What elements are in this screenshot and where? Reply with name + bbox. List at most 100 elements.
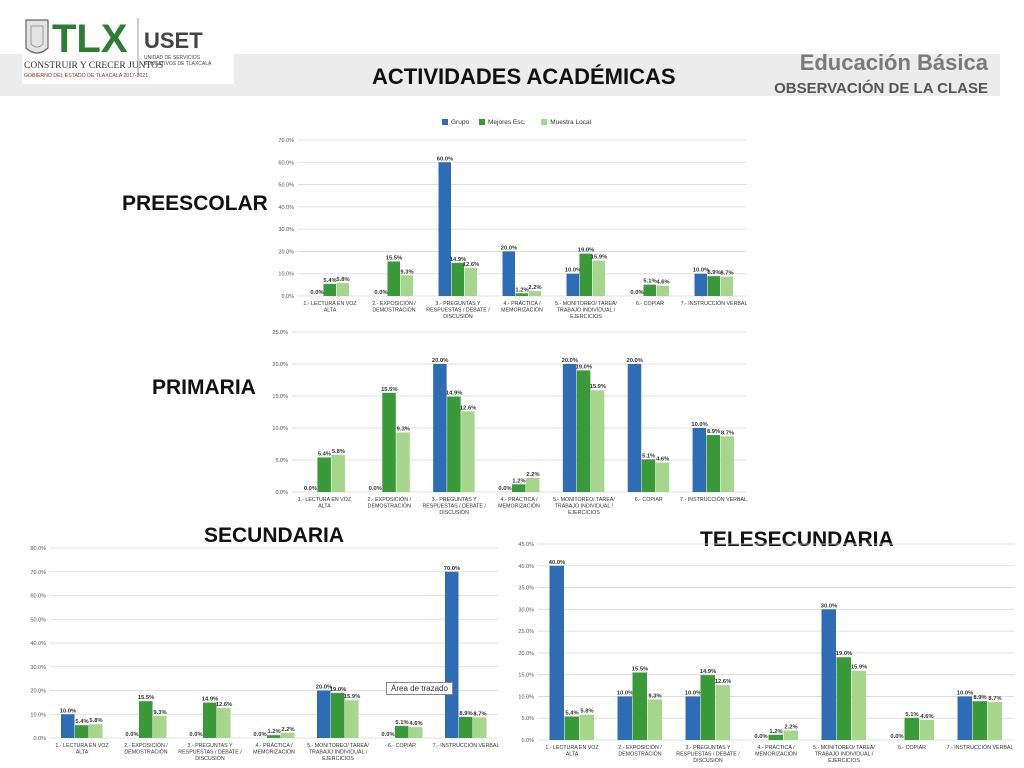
header-subtitle: OBSERVACIÓN DE LA CLASE — [774, 80, 988, 97]
data-label: 5.8% — [332, 449, 345, 455]
x-tick-label: EJERCICIOS — [568, 510, 600, 516]
bar-grupo — [627, 364, 642, 492]
y-tick-label: 10.0% — [30, 712, 46, 718]
section-label-secundaria: SECUNDARIA — [204, 524, 345, 547]
data-label: 10.0% — [617, 690, 633, 696]
y-tick-label: 25.0% — [272, 330, 288, 336]
data-label: 15.9% — [851, 665, 867, 671]
bar-muestra-local — [217, 708, 231, 738]
data-label: 15.9% — [344, 694, 360, 700]
bar-muestra-local — [715, 685, 730, 740]
x-tick-label: 3.- PREGUNTAS Y — [435, 301, 481, 307]
bar-mejores-esc- — [707, 276, 720, 296]
y-tick-label: 10.0% — [272, 426, 288, 432]
bar-muestra-local — [919, 719, 934, 740]
y-tick-label: 50.0% — [278, 183, 294, 189]
x-tick-label: 2.- EXPOSICIÓN / — [618, 744, 662, 751]
x-tick-label: 2.- EXPOSICIÓN / — [368, 496, 412, 503]
bar-grupo — [502, 251, 515, 296]
data-label: 40.0% — [549, 560, 565, 566]
bar-mejores-esc- — [579, 253, 592, 296]
data-label: 5.1% — [642, 453, 655, 459]
data-label: 2.2% — [528, 285, 541, 291]
x-tick-label: DEMOSTRACIÓN — [618, 751, 661, 758]
bar-mejores-esc- — [706, 435, 721, 492]
chart-primaria: 0.0% 5.0% 10.0% 15.0% 20.0% 25.0% 0.0% 0.0% 20.0… — [272, 330, 747, 516]
bar-grupo — [549, 565, 564, 740]
logo-text: TLX — [52, 17, 128, 61]
x-tick-label: 7.- INSTRUCCIÓN VERBAL — [947, 744, 1014, 751]
data-label: 12.6% — [715, 679, 731, 685]
y-tick-label: 40.0% — [278, 205, 294, 211]
data-label: 20.0% — [432, 358, 448, 364]
data-label: 70.0% — [444, 566, 460, 572]
data-label: 2.2% — [281, 727, 294, 733]
data-label: 19.0% — [836, 651, 852, 657]
bar-muestra-local — [720, 436, 735, 492]
x-tick-label: MEMORIZACIÓN — [253, 749, 295, 756]
bar-mejores-esc- — [317, 457, 331, 492]
data-label: 15.9% — [591, 255, 607, 261]
data-label: 8.9% — [707, 429, 720, 435]
data-label: 20.0% — [316, 685, 332, 691]
y-tick-label: 0.0% — [33, 736, 46, 742]
bar-mejores-esc- — [395, 725, 409, 738]
x-tick-label: 1.- LECTURA EN VOZ — [298, 497, 352, 503]
data-label: 19.0% — [578, 248, 594, 254]
x-tick-label: 3.- PREGUNTAS Y — [432, 497, 478, 503]
data-label: 30.0% — [821, 603, 837, 609]
y-tick-label: 35.0% — [518, 586, 534, 592]
x-tick-label: RESPUESTAS / DEBATE / — [426, 308, 490, 314]
bar-muestra-local — [473, 717, 487, 738]
bar-mejores-esc- — [700, 675, 715, 740]
x-tick-label: DEMOSTRACIÓN — [124, 749, 167, 756]
bar-muestra-local — [526, 477, 540, 492]
data-label: 8.7% — [988, 696, 1001, 702]
x-tick-label: 6.- COPIAR — [635, 497, 663, 503]
data-label: 5.8% — [580, 709, 593, 715]
bar-mejores-esc- — [447, 396, 461, 492]
x-tick-label: ALTA — [76, 750, 89, 756]
data-label: 4.6% — [656, 280, 669, 286]
data-label: 0.0% — [369, 486, 382, 492]
bar-mejores-esc- — [564, 716, 579, 740]
data-label: 1.2% — [267, 729, 280, 735]
bar-grupo — [566, 273, 579, 296]
data-label: 15.5% — [381, 387, 397, 393]
data-label: 14.9% — [202, 697, 218, 703]
data-label: 20.0% — [626, 358, 642, 364]
bar-muestra-local — [336, 283, 349, 296]
x-tick-label: 3.- PREGUNTAS Y — [685, 745, 731, 751]
y-tick-label: 5.0% — [275, 458, 288, 464]
bar-muestra-local — [592, 260, 605, 296]
bar-muestra-local — [331, 454, 345, 492]
org-name: USET — [144, 28, 203, 53]
y-tick-label: 20.0% — [278, 249, 294, 255]
chart-preescolar: 0.0% 10.0% 20.0% 30.0% 40.0% 50.0% 60.0% 70.0% 0… — [278, 119, 747, 320]
data-label: 19.0% — [576, 364, 592, 370]
y-tick-label: 30.0% — [518, 607, 534, 613]
data-label: 9.3% — [400, 269, 413, 275]
bar-grupo — [692, 428, 707, 492]
data-label: 20.0% — [562, 358, 578, 364]
bar-muestra-local — [400, 275, 413, 296]
data-label: 8.7% — [720, 271, 733, 277]
data-label: 2.2% — [526, 472, 539, 478]
y-tick-label: 15.0% — [518, 673, 534, 679]
y-tick-label: 50.0% — [30, 617, 46, 623]
x-tick-label: 1.- LECTURA EN VOZ — [303, 301, 357, 307]
data-label: 14.9% — [450, 257, 466, 263]
y-tick-label: 20.0% — [518, 651, 534, 657]
y-tick-label: 5.0% — [521, 716, 534, 722]
bar-grupo — [433, 364, 447, 492]
bar-grupo — [438, 162, 451, 296]
y-tick-label: 20.0% — [272, 362, 288, 368]
data-label: 12.6% — [216, 702, 232, 708]
bar-muestra-local — [579, 714, 594, 740]
x-tick-label: RESPUESTAS / DEBATE / — [676, 752, 740, 758]
legend-label: Grupo — [451, 119, 469, 126]
x-tick-label: 3.- PREGUNTAS Y — [187, 743, 233, 749]
data-label: 10.0% — [60, 708, 76, 714]
y-tick-label: 25.0% — [518, 629, 534, 635]
data-label: 1.2% — [769, 729, 782, 735]
